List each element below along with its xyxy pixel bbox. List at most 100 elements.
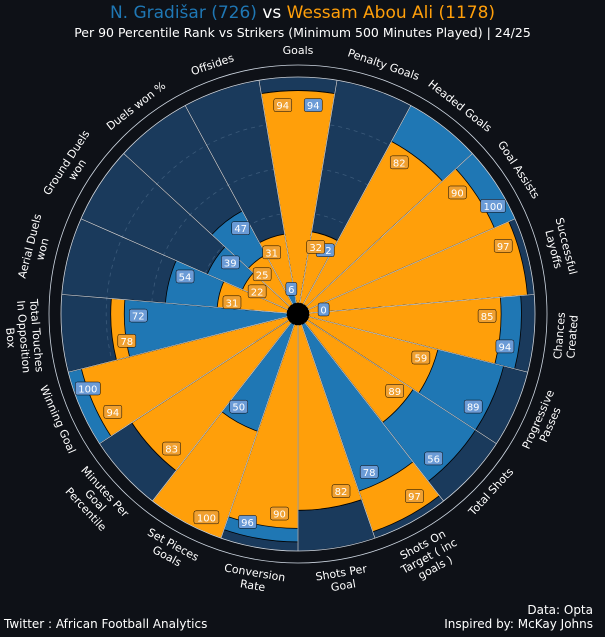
value-label-player-b-box (103, 405, 123, 419)
spoke-line (308, 294, 535, 314)
spoke-line (99, 319, 289, 444)
value-label-player-a: 94 (307, 101, 320, 112)
spoke-line (68, 316, 288, 373)
spoke-line (152, 322, 292, 502)
value-label-player-b: 31 (265, 248, 278, 259)
value-label-player-b-box (222, 295, 242, 310)
value-label-player-b-box (389, 155, 409, 170)
spoke-line (301, 324, 376, 539)
value-label-player-b-box (411, 350, 431, 365)
category-label: Goals (283, 44, 314, 57)
value-label-player-b-box (448, 185, 467, 200)
value-label-player-b-box (306, 240, 325, 254)
value-label-player-b-box (117, 334, 137, 348)
category-label: Penalty Goals (346, 46, 421, 83)
value-label-player-b: 94 (276, 101, 289, 112)
value-label-player-b-box (252, 267, 272, 282)
value-label-player-b-box (405, 489, 424, 503)
value-label-player-a-box (129, 308, 148, 323)
spoke-line (304, 322, 444, 502)
value-label-player-a: 96 (241, 518, 254, 529)
category-label: Box (3, 327, 18, 349)
value-label-player-a-box (229, 399, 249, 414)
value-label-player-a: 39 (224, 258, 237, 269)
spoke-line (220, 324, 295, 539)
footer-inspired-by: Inspired by: McKay Johns (444, 617, 593, 631)
value-label-player-a: 54 (179, 272, 192, 283)
player-b-name: Wessam Abou Ali (1178) (286, 3, 496, 23)
value-label-player-b: 85 (481, 312, 494, 323)
value-label-player-a: 56 (427, 454, 440, 465)
value-label-player-a-box (175, 269, 195, 284)
spoke-line (123, 153, 291, 307)
value-label-player-b: 97 (408, 492, 421, 503)
value-label-player-a-box (424, 451, 443, 466)
spoke-line (307, 319, 497, 444)
spoke-line (308, 316, 528, 373)
value-label-player-b-box (477, 309, 497, 323)
value-label-player-b-box (247, 284, 267, 299)
value-label-player-a-box (285, 282, 298, 296)
value-label-player-a: 32 (319, 246, 332, 257)
outer-ring (48, 64, 548, 564)
value-label-player-a: 72 (132, 312, 145, 323)
value-label-player-a: 6 (288, 285, 294, 296)
value-label-player-a-box (238, 515, 257, 529)
category-label: Goal (330, 577, 357, 594)
value-label-player-b: 25 (256, 270, 269, 281)
value-label-player-b-box (262, 245, 281, 260)
value-label-player-b: 82 (393, 158, 406, 169)
category-label: Total Touches (27, 298, 46, 373)
value-label-player-a: 78 (363, 468, 376, 479)
spoke-line (307, 218, 516, 310)
value-label-player-b: 31 (226, 298, 239, 309)
value-label-player-a: 50 (232, 403, 245, 414)
value-label-player-b: 89 (388, 387, 401, 398)
value-label-player-b-box (193, 510, 220, 525)
value-label-player-b: 82 (335, 487, 348, 498)
value-label-player-b-box (270, 506, 289, 521)
category-label: Rate (239, 577, 266, 594)
spoke-line (302, 105, 412, 305)
value-label-player-a-box (303, 98, 323, 112)
value-label-player-a-box (231, 221, 250, 235)
value-label-player-a: 47 (234, 224, 247, 235)
value-label-player-b: 78 (120, 337, 133, 348)
value-label-player-b: 90 (273, 510, 286, 521)
value-label-player-a-box (463, 399, 483, 414)
value-label-player-a-box (480, 199, 506, 213)
category-label: Goal Assists (495, 139, 542, 202)
value-label-player-b: 90 (451, 188, 464, 199)
value-label-player-b: 22 (251, 287, 264, 298)
value-label-player-a: 100 (484, 202, 503, 213)
spoke-line (258, 80, 297, 304)
value-label-player-a-box (359, 465, 379, 479)
value-label-player-b-box (493, 239, 513, 253)
value-label-player-b: 94 (106, 408, 119, 419)
chart-title: N. Gradišar (726) vs Wessam Abou Ali (11… (0, 3, 605, 23)
spoke-line (184, 105, 294, 305)
value-label-player-a-box (221, 255, 240, 270)
footer-data-source: Data: Opta (527, 603, 593, 617)
player-a-name: N. Gradišar (726) (109, 3, 257, 23)
category-label: Chances (551, 312, 568, 360)
outer-ring (60, 76, 536, 552)
value-label-player-b: 97 (497, 242, 510, 253)
category-label: In Opposition (14, 300, 33, 374)
value-label-player-b: 83 (165, 445, 178, 456)
value-label-player-b: 32 (309, 243, 322, 254)
spoke-line (61, 294, 288, 314)
value-label-player-a: 0 (320, 305, 326, 316)
category-label: won (33, 237, 51, 262)
chart-subtitle: Per 90 Percentile Rank vs Strikers (Mini… (74, 25, 531, 40)
value-label-player-b: 100 (197, 513, 216, 524)
value-label-player-b-box (273, 98, 293, 112)
value-label-player-a: 89 (467, 403, 480, 414)
footer-credit-twitter: Twitter : African Football Analytics (4, 617, 208, 631)
value-label-player-b-box (385, 384, 404, 398)
spoke-line (299, 80, 338, 304)
value-label-player-a-box (495, 339, 515, 354)
value-label-player-a-box (317, 302, 330, 317)
value-label-player-b: 59 (414, 354, 427, 365)
